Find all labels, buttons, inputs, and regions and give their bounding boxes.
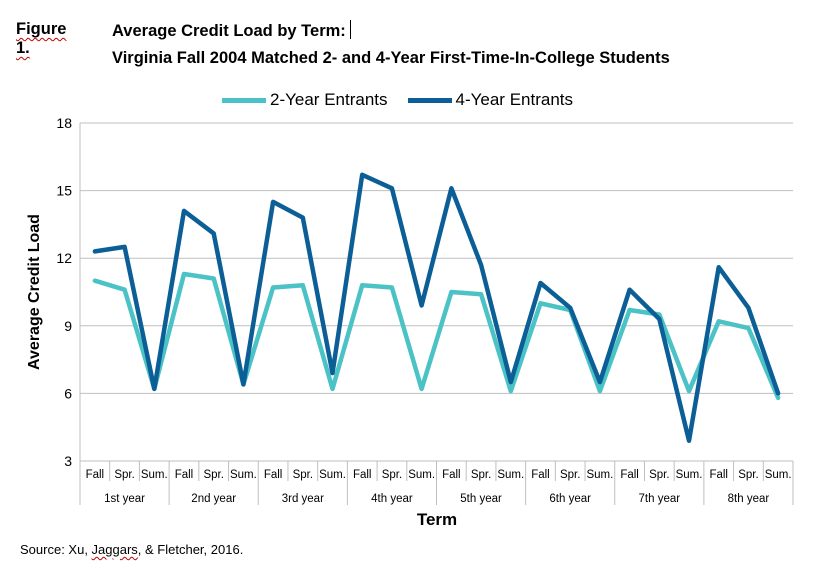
x-tick-label-18: Fall xyxy=(620,469,639,481)
x-group-label-7: 8th year xyxy=(728,493,770,505)
x-tick-label-17: Sum. xyxy=(586,469,613,481)
x-group-label-0: 1st year xyxy=(104,493,145,505)
y-tick-label-9: 9 xyxy=(64,318,72,334)
x-tick-label-19: Spr. xyxy=(649,469,669,481)
source-author-jaggars: Jaggars xyxy=(91,542,138,557)
chart-title-line1: Average Credit Load by Term: xyxy=(112,20,351,41)
x-tick-label-20: Sum. xyxy=(676,469,703,481)
legend-item-4-year: 4-Year Entrants xyxy=(407,90,574,110)
source-prefix: Source: Xu, xyxy=(20,542,92,557)
legend-item-2-year: 2-Year Entrants xyxy=(222,90,388,110)
x-group-label-5: 6th year xyxy=(549,493,591,505)
x-tick-label-10: Spr. xyxy=(382,469,402,481)
x-tick-label-11: Sum. xyxy=(408,469,435,481)
x-tick-label-8: Sum. xyxy=(319,469,346,481)
source-suffix: , & Fletcher, 2016. xyxy=(137,542,244,557)
x-tick-label-13: Spr. xyxy=(471,469,491,481)
legend-swatch-2-year xyxy=(222,97,266,103)
y-tick-label-3: 3 xyxy=(64,453,72,469)
x-tick-label-22: Spr. xyxy=(738,469,758,481)
x-tick-label-15: Fall xyxy=(531,469,550,481)
x-group-label-4: 5th year xyxy=(460,493,502,505)
series-line-2-year xyxy=(92,271,781,401)
y-tick-label-6: 6 xyxy=(64,385,72,401)
y-tick-label-12: 12 xyxy=(56,250,72,266)
y-axis-label: Average Credit Load xyxy=(26,214,43,370)
source-note: Source: Xu, Jaggars, & Fletcher, 2016. xyxy=(20,542,243,557)
y-axis-ticks: 3 6 9 12 15 18 xyxy=(56,115,72,469)
x-axis: Fall Spr. Sum. Fall Spr. Sum. Fall Spr. Sum. Fall… xyxy=(79,461,794,505)
x-tick-label-3: Fall xyxy=(175,469,194,481)
x-tick-label-21: Fall xyxy=(709,469,728,481)
chart-legend: 2-Year Entrants 4-Year Entrants xyxy=(222,90,593,110)
x-tick-label-2: Sum. xyxy=(141,469,168,481)
x-tick-label-14: Sum. xyxy=(497,469,524,481)
y-tick-label-18: 18 xyxy=(56,115,72,131)
x-tick-label-5: Sum. xyxy=(230,469,257,481)
y-tick-label-15: 15 xyxy=(56,183,72,199)
x-tick-label-4: Spr. xyxy=(203,469,223,481)
legend-label-4-year: 4-Year Entrants xyxy=(455,90,574,109)
x-tick-label-0: Fall xyxy=(86,469,105,481)
x-group-label-6: 7th year xyxy=(639,493,681,505)
x-group-label-3: 4th year xyxy=(371,493,413,505)
x-tick-label-23: Sum. xyxy=(765,469,792,481)
x-tick-label-9: Fall xyxy=(353,469,372,481)
chart-series xyxy=(92,172,781,443)
x-tick-label-6: Fall xyxy=(264,469,283,481)
x-group-label-1: 2nd year xyxy=(191,493,236,505)
legend-label-2-year: 2-Year Entrants xyxy=(270,90,388,109)
chart-title-line2: Virginia Fall 2004 Matched 2- and 4-Year… xyxy=(112,49,670,67)
x-tick-label-1: Spr. xyxy=(114,469,134,481)
x-tick-label-7: Spr. xyxy=(293,469,313,481)
x-tick-label-16: Spr. xyxy=(560,469,580,481)
chart-title-line1-text: Average Credit Load by Term: xyxy=(112,22,346,40)
figure-label: Figure 1. xyxy=(16,20,67,57)
chart-grid xyxy=(79,122,793,462)
x-tick-label-12: Fall xyxy=(442,469,461,481)
series-line-4-year xyxy=(92,172,781,443)
legend-swatch-4-year xyxy=(407,97,452,103)
x-axis-label: Term xyxy=(417,510,457,529)
text-cursor xyxy=(349,20,351,39)
x-group-label-2: 3rd year xyxy=(282,493,324,505)
